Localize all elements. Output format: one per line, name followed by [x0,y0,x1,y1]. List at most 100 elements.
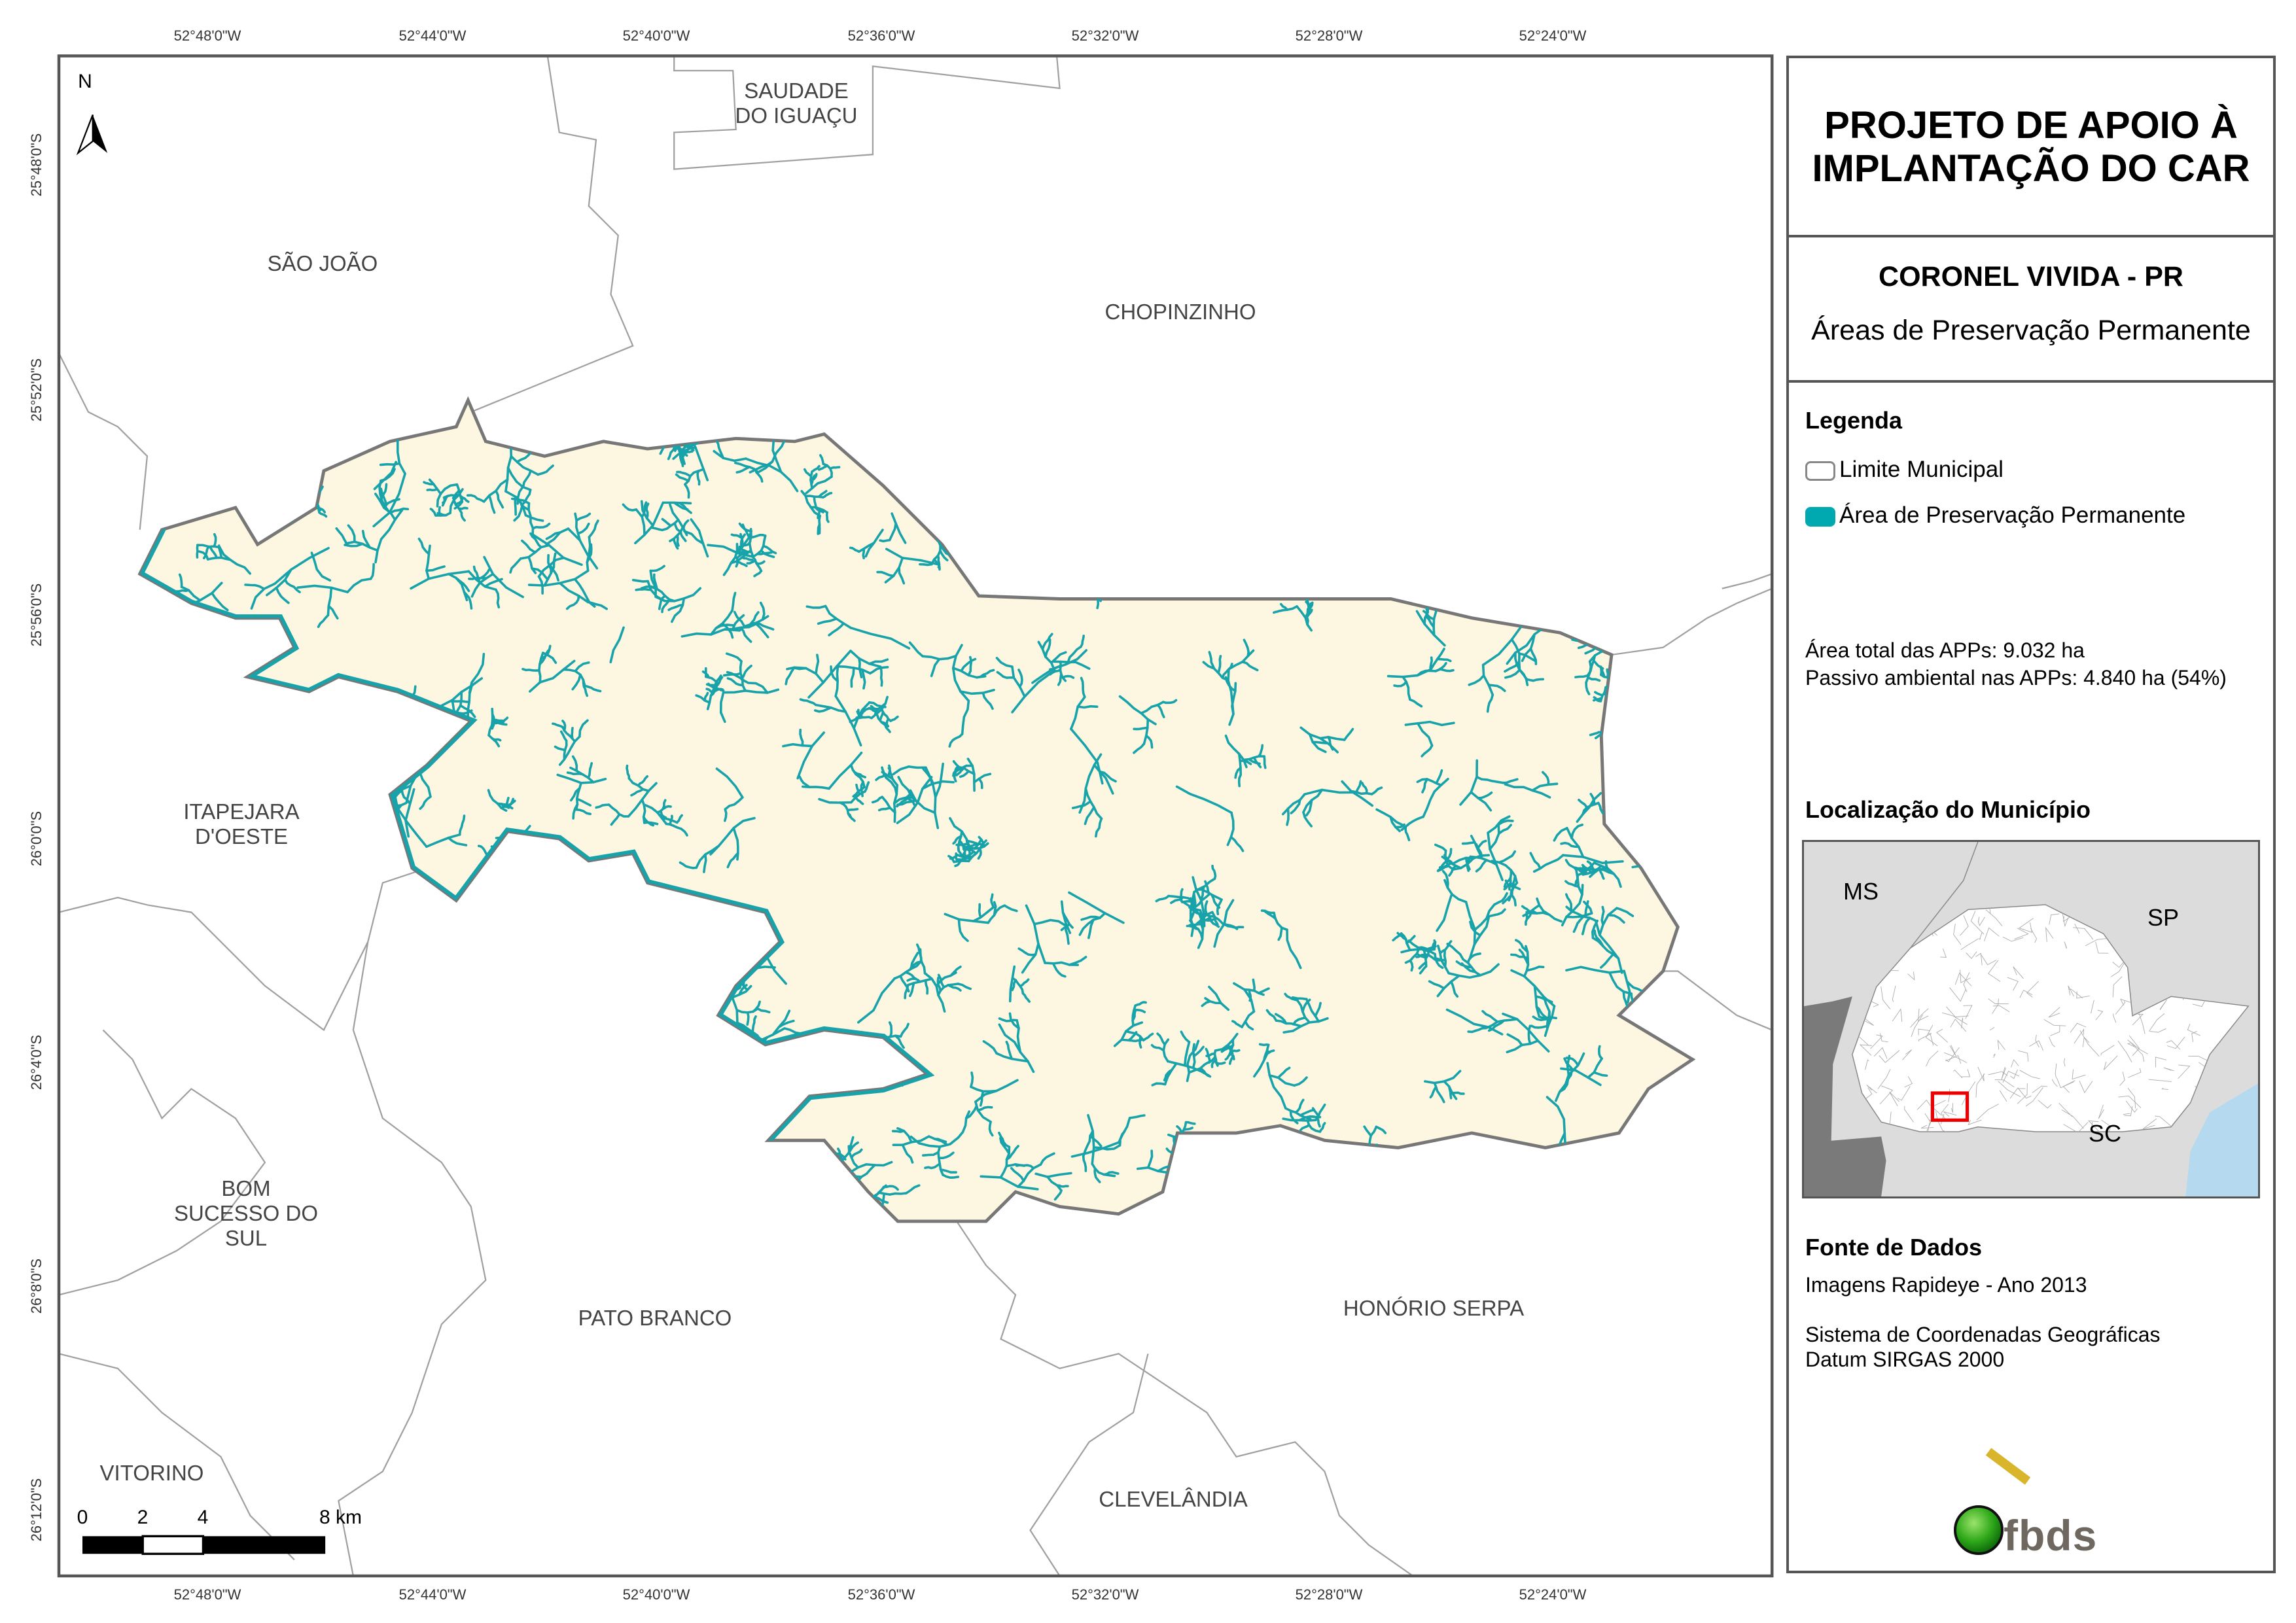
river-segment [1504,669,1521,679]
river-segment [1192,1045,1205,1058]
river-segment [1504,660,1521,673]
river-segment [760,549,775,559]
river-segment [854,797,864,805]
river-segment [124,1121,137,1127]
inset-line [1949,1045,1956,1056]
river-segment [1268,1074,1296,1087]
river-segment [368,1041,385,1051]
river-segment [827,1178,843,1204]
inset-line [2025,1087,2043,1107]
river-segment [597,1073,607,1089]
river-segment [1571,611,1580,623]
river-segment [635,587,652,591]
river-segment [1316,1237,1321,1266]
inset-line [2038,1100,2052,1109]
river-segment [1475,521,1500,540]
river-segment [463,1033,478,1041]
river-segment [370,883,387,943]
inset-line [2017,1083,2028,1104]
river-segment [1271,519,1296,540]
bottom-lon-tick: 52°28'0"W [1295,1586,1363,1603]
river-segment [1341,1237,1352,1240]
river-segment [1095,817,1103,838]
river-segment [493,1162,499,1184]
river-segment [935,971,957,988]
river-segment [109,1112,118,1137]
river-segment [469,1119,480,1141]
river-segment [357,898,387,918]
river-segment [822,462,833,478]
river-segment [1305,998,1320,1023]
river-segment [421,905,425,919]
river-segment [175,589,190,593]
river-segment [1193,909,1205,931]
river-segment [259,1035,266,1052]
river-segment [1282,1117,1317,1122]
river-segment [1606,668,1610,679]
river-segment [1216,474,1223,485]
river-segment [1529,852,1542,870]
river-segment [1304,602,1313,620]
river-segment [508,889,534,916]
river-segment [1411,473,1428,488]
river-segment [1447,963,1500,979]
river-segment [181,985,188,1003]
river-segment [556,1193,592,1201]
river-segment [559,1121,597,1172]
river-segment [237,882,242,901]
river-segment [1064,554,1068,567]
river-segment [578,719,589,738]
river-segment [1281,793,1306,816]
river-segment [908,641,924,657]
river-segment [470,572,495,598]
left-lat-tick: 25°48'0"S [28,133,44,197]
river-segment [705,683,716,687]
river-segment [1481,400,1492,410]
stat-value: 4.840 ha (54%) [2083,666,2227,689]
river-segment [457,945,463,975]
river-segment [1528,495,1540,538]
river-segment [957,1110,971,1139]
river-segment [411,1113,429,1134]
top-lon-tick: 52°36'0"W [847,27,915,44]
river-segment [414,934,420,948]
inset-line [2009,1088,2026,1099]
river-segment [465,1176,474,1187]
river-segment [118,1138,127,1148]
river-segment [1019,978,1030,988]
river-segment [1443,949,1447,968]
river-segment [489,961,506,971]
river-segment [390,1094,400,1110]
inset-line [2091,1000,2094,1014]
river-segment [892,765,927,776]
river-segment [1004,487,1008,504]
river-segment [500,799,516,809]
place-clevelandia: CLEVELÂNDIA [1099,1487,1248,1511]
river-segment [964,1105,978,1120]
river-segment [857,977,896,1024]
river-segment [641,501,648,518]
river-segment [1481,622,1525,667]
river-segment [709,1063,726,1079]
river-segment [519,896,540,901]
river-segment [458,935,472,949]
river-segment [196,544,221,549]
river-segment [373,1049,378,1070]
river-segment [147,662,168,671]
river-segment [699,1078,712,1082]
inset-line [2063,1121,2089,1132]
river-segment [1506,1181,1517,1193]
river-segment [1591,1165,1600,1178]
river-segment [186,613,192,628]
inset-line [2115,1001,2126,1015]
river-segment [690,518,709,558]
river-segment [380,776,385,789]
river-segment [417,1197,436,1209]
river-segment [1487,908,1506,918]
river-segment [1127,570,1131,589]
river-segment [875,773,887,781]
fbds-logo: fbds [1946,1439,2142,1563]
inset-line [1988,998,2009,1004]
river-segment [244,584,266,590]
river-segment [1463,1181,1479,1221]
